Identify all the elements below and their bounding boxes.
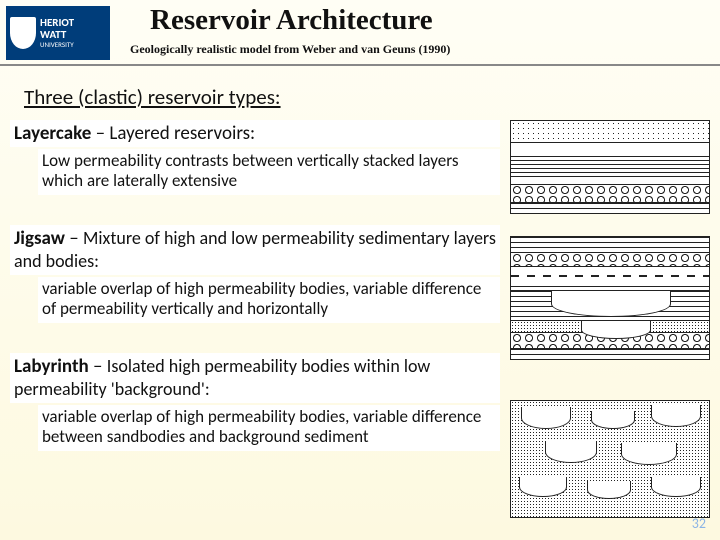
page-number: 32 [692, 515, 706, 532]
type-name: Jigsaw [14, 227, 65, 250]
type-block-labyrinth: Labyrinth – Isolated high permeability b… [10, 353, 500, 451]
illustration-labyrinth [510, 400, 710, 518]
shield-icon [10, 17, 36, 49]
logo-line3: UNIVERSITY [40, 41, 74, 49]
type-desc: variable overlap of high permeability bo… [38, 277, 500, 323]
type-block-jigsaw: Jigsaw – Mixture of high and low permeab… [10, 225, 500, 323]
type-dash: – [89, 355, 107, 378]
illustration-jigsaw [510, 236, 710, 360]
university-logo: HERIOT WATT UNIVERSITY [6, 6, 110, 60]
page-subtitle: Geologically realistic model from Weber … [130, 42, 450, 57]
type-heading: Layercake – Layered reservoirs: [10, 120, 500, 147]
logo-text: HERIOT WATT UNIVERSITY [40, 17, 74, 49]
content-area: Layercake – Layered reservoirs: Low perm… [10, 120, 500, 461]
type-desc: Low permeability contrasts between verti… [38, 149, 500, 195]
type-heading: Labyrinth – Isolated high permeability b… [10, 353, 500, 403]
page-title: Reservoir Architecture [150, 4, 433, 37]
illustration-layercake [510, 120, 710, 214]
divider [0, 64, 720, 66]
type-heading: Jigsaw – Mixture of high and low permeab… [10, 225, 500, 275]
type-dash: – [65, 227, 83, 250]
type-name: Layercake [14, 122, 91, 145]
type-name: Labyrinth [14, 355, 89, 378]
type-block-layercake: Layercake – Layered reservoirs: Low perm… [10, 120, 500, 195]
type-sub: Mixture of high and low permeability sed… [14, 227, 496, 272]
type-dash: – [91, 122, 109, 145]
type-desc: variable overlap of high permeability bo… [38, 405, 500, 451]
type-sub: Layered reservoirs: [109, 122, 255, 145]
section-heading: Three (clastic) reservoir types: [24, 84, 281, 110]
